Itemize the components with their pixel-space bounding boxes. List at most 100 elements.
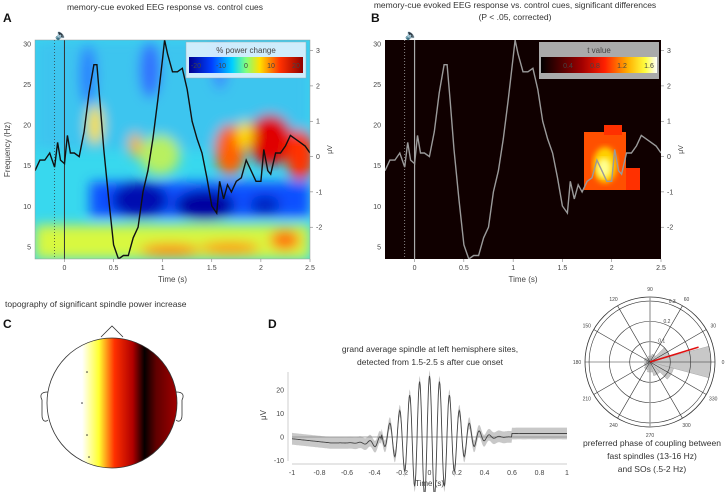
panel-d-title: grand average spindle at left hemisphere… — [342, 344, 518, 354]
y2-tick-label: 0 — [316, 154, 320, 161]
angle-label: 300 — [682, 423, 691, 429]
angle-label: 120 — [609, 297, 618, 303]
y-tick-label: 5 — [377, 244, 381, 251]
y2-tick-label: 1 — [667, 119, 671, 126]
spoke — [593, 329, 651, 363]
polar-caption-1: preferred phase of coupling between — [583, 438, 721, 448]
colorbar-tick: 20 — [292, 63, 300, 70]
colorbar-tick: -10 — [216, 63, 226, 70]
y2-tick-label: 3 — [667, 48, 671, 55]
electrode — [81, 402, 83, 404]
x-tick-label: 0 — [63, 265, 67, 272]
angle-label: 0 — [722, 360, 725, 366]
y-tick-label: 25 — [373, 82, 381, 89]
y-tick-label: 20 — [373, 123, 381, 130]
colorbar-tick: 10 — [267, 63, 275, 70]
spoke — [649, 361, 683, 419]
y2-tick-label: 1 — [316, 119, 320, 126]
x-axis-label: Time (s) — [508, 275, 537, 284]
colorbar-title-b: t value — [587, 46, 611, 55]
y2-tick-label: -2 — [667, 225, 673, 232]
panel-b-subtitle: (P < .05, corrected) — [479, 12, 552, 22]
colorbar-tick: 1.6 — [644, 63, 654, 70]
angle-label: 330 — [709, 397, 718, 403]
panel-a-title: memory-cue evoked EEG response vs. contr… — [67, 2, 263, 12]
colorbar-tick: 0.4 — [563, 63, 573, 70]
y2-tick-label: -2 — [316, 225, 322, 232]
angle-label: 270 — [646, 433, 655, 439]
x-tick-label: -0.6 — [341, 470, 353, 477]
angle-label: 30 — [710, 324, 716, 330]
radial-label: 0.1 — [658, 338, 665, 344]
panel-letter-d: D — [268, 317, 277, 331]
x-tick-label: 0.2 — [452, 470, 462, 477]
y2-tick-label: 0 — [667, 154, 671, 161]
colorbar-tick: 0 — [244, 63, 248, 70]
significant-cluster — [584, 125, 640, 190]
y-tick-label: 20 — [23, 123, 31, 130]
angle-label: 90 — [647, 287, 653, 293]
panel-letter-b: B — [371, 11, 380, 25]
polar-caption-2: fast spindles (13-16 Hz) — [607, 451, 697, 461]
x-tick-label: 0.4 — [480, 470, 490, 477]
x-tick-label: 1.5 — [207, 265, 217, 272]
x-tick-label: 0.5 — [459, 265, 469, 272]
y-tick-label: 5 — [27, 244, 31, 251]
x-tick-label: -0.8 — [313, 470, 325, 477]
angle-label: 210 — [583, 397, 592, 403]
panel-d-subtitle: detected from 1.5-2.5 s after cue onset — [357, 357, 504, 367]
panel-letter-a: A — [3, 11, 12, 25]
x-tick-label: -0.2 — [396, 470, 408, 477]
x-tick-label: 1.5 — [558, 265, 568, 272]
t-value-colorbar: t value 0.4 0.8 1.2 1.6 — [539, 42, 659, 79]
x-tick-label: 0 — [428, 470, 432, 477]
x-tick-label: -0.4 — [368, 470, 380, 477]
electrode — [88, 456, 90, 458]
polar-caption-3: and SOs (.5-2 Hz) — [618, 464, 687, 474]
angle-label: 60 — [684, 297, 690, 303]
speaker-icon-b: 🔈 — [405, 30, 417, 41]
panel-letter-c: C — [3, 317, 12, 331]
y-axis-label: Frequency (Hz) — [3, 122, 12, 177]
angle-label: 150 — [583, 324, 592, 330]
panel-b-title: memory-cue evoked EEG response vs. contr… — [374, 0, 656, 10]
x-tick-label: -1 — [289, 470, 295, 477]
speaker-icon: 🔈 — [55, 30, 67, 41]
spoke — [593, 361, 651, 395]
x-tick-label: 2 — [259, 265, 263, 272]
y-tick-label: 20 — [276, 388, 284, 395]
y2-tick-label: 2 — [667, 83, 671, 90]
y2-axis-label: μV — [678, 145, 685, 154]
y-tick-label: 10 — [276, 411, 284, 418]
spindle-plot: -10 0 10 20 -1 -0.8 -0.6 -0.4 -0.2 0 0.2 0.4 0.6 0.8 1… — [259, 370, 569, 492]
y-tick-label: 30 — [373, 42, 381, 49]
y2-tick-label: 2 — [316, 83, 320, 90]
nose — [100, 325, 124, 338]
scalp-topography — [40, 325, 184, 469]
radial-label: 0.2 — [664, 319, 671, 325]
x-tick-label: 1 — [565, 470, 569, 477]
mean-vector — [649, 346, 699, 363]
spoke — [617, 305, 651, 363]
y-tick-label: 15 — [23, 163, 31, 170]
colorbar-title: % power change — [216, 46, 276, 55]
left-ear — [40, 391, 49, 422]
y-tick-label: 0 — [280, 435, 284, 442]
x-axis-label: Time (s) — [158, 275, 187, 284]
y-tick-label: -10 — [274, 458, 284, 465]
panel-b-axes: 0 0.5 1 1.5 2 2.5 Time (s) 5 10 15 20 25 30 -2 -1 0 1 2 3 μ… — [373, 42, 685, 284]
y-tick-label: 10 — [23, 204, 31, 211]
y-tick-label: 10 — [373, 204, 381, 211]
erp-trace — [35, 40, 310, 259]
x-tick-label: 2.5 — [305, 265, 315, 272]
angle-label: 180 — [573, 360, 582, 366]
angle-label: 240 — [609, 423, 618, 429]
electrode — [86, 371, 88, 373]
y2-tick-label: -1 — [667, 189, 673, 196]
spoke — [649, 361, 707, 395]
x-axis-label: Time (s) — [415, 479, 444, 488]
y-tick-label: 25 — [23, 82, 31, 89]
y-tick-label: 15 — [373, 163, 381, 170]
